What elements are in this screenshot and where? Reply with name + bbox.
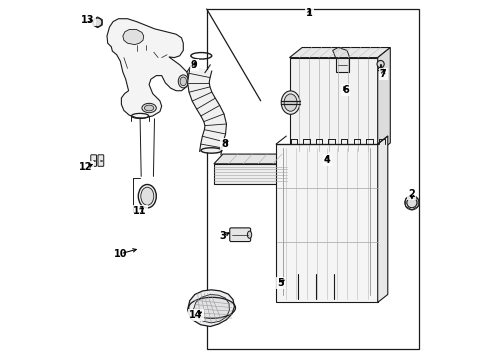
- FancyBboxPatch shape: [229, 228, 250, 242]
- Polygon shape: [213, 154, 296, 164]
- Ellipse shape: [247, 231, 251, 238]
- Ellipse shape: [144, 105, 153, 111]
- Text: 13: 13: [81, 15, 95, 25]
- Ellipse shape: [180, 77, 186, 86]
- Polygon shape: [289, 58, 377, 153]
- Text: 5: 5: [277, 278, 284, 288]
- Polygon shape: [213, 164, 287, 184]
- Polygon shape: [193, 294, 229, 323]
- Polygon shape: [332, 48, 349, 58]
- Text: 3: 3: [219, 231, 226, 241]
- Polygon shape: [377, 48, 389, 153]
- Text: 2: 2: [407, 189, 414, 199]
- Text: 6: 6: [341, 85, 348, 95]
- Circle shape: [376, 60, 384, 68]
- Text: 14: 14: [189, 310, 202, 320]
- Polygon shape: [122, 30, 143, 45]
- Ellipse shape: [142, 103, 156, 113]
- Polygon shape: [289, 48, 389, 58]
- Text: 7: 7: [379, 69, 386, 79]
- Polygon shape: [107, 19, 188, 118]
- Circle shape: [406, 198, 416, 208]
- Ellipse shape: [138, 185, 156, 208]
- Text: 1: 1: [305, 8, 312, 18]
- Ellipse shape: [178, 75, 188, 88]
- Text: 11: 11: [133, 206, 146, 216]
- Text: 8: 8: [221, 139, 228, 149]
- Ellipse shape: [141, 187, 153, 205]
- Circle shape: [93, 18, 102, 27]
- FancyBboxPatch shape: [98, 155, 103, 166]
- Text: 10: 10: [113, 249, 127, 259]
- Polygon shape: [377, 136, 387, 302]
- Text: 12: 12: [79, 162, 93, 172]
- Text: 4: 4: [323, 155, 330, 165]
- Bar: [206, 9, 418, 349]
- Polygon shape: [336, 58, 348, 72]
- Polygon shape: [187, 66, 226, 155]
- Ellipse shape: [281, 91, 299, 114]
- Ellipse shape: [284, 94, 296, 111]
- Text: 9: 9: [190, 60, 197, 70]
- Polygon shape: [187, 290, 234, 327]
- Polygon shape: [287, 154, 296, 184]
- Polygon shape: [276, 144, 377, 302]
- FancyBboxPatch shape: [91, 155, 96, 166]
